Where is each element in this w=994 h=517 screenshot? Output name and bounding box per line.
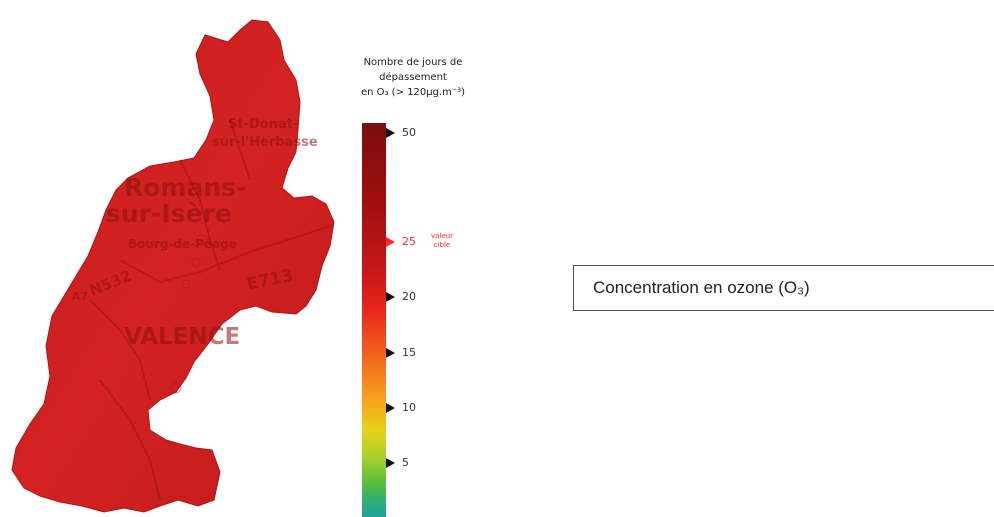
legend-title-line: en O₃ (> 120µg.m⁻³) xyxy=(360,87,466,98)
tick-label-50: 50 xyxy=(402,126,416,139)
tick-label-10: 10 xyxy=(402,401,416,414)
road-line xyxy=(229,119,251,181)
tick-marker-20 xyxy=(386,292,395,302)
roundabout-marker xyxy=(170,382,182,394)
tick-label-20: 20 xyxy=(402,290,416,303)
caption-box: Concentration en ozone (O₃) xyxy=(573,265,994,311)
town-label-st-donat: St-Donat- xyxy=(228,117,298,132)
roundabout-marker xyxy=(196,234,208,246)
town-label-herbasse: sur-l'Herbasse xyxy=(212,135,318,150)
color-scale-bar xyxy=(362,123,386,517)
roundabout-marker xyxy=(191,257,201,267)
target-note-line: valeur xyxy=(431,232,453,240)
tick-label-5: 5 xyxy=(402,456,409,469)
target-note-line: cible xyxy=(433,241,451,249)
tick-marker-25 xyxy=(386,237,395,247)
tick-marker-10 xyxy=(386,403,395,413)
tick-marker-15 xyxy=(386,348,395,358)
region-shape xyxy=(11,19,335,513)
legend-title: Nombre de jours de dépassement en O₃ (> … xyxy=(338,55,488,100)
legend-title-line: Nombre de jours de xyxy=(363,57,463,68)
legend-title-line: dépassement xyxy=(379,72,447,83)
town-label-romans: Romans- xyxy=(124,173,246,202)
road-line xyxy=(89,299,151,401)
tick-marker-5 xyxy=(386,458,395,468)
road-label-a7: A7 xyxy=(72,290,88,303)
town-label-sur-isere: sur-Isère xyxy=(106,199,232,228)
road-line xyxy=(119,225,331,284)
road-line xyxy=(99,379,161,501)
caption-text: Concentration en ozone (O₃) xyxy=(593,278,810,297)
town-label-valence: VALENCE xyxy=(124,324,240,350)
town-label-bourg-de-peage: Bourg-de-Péage xyxy=(128,237,237,251)
roundabout-marker xyxy=(181,279,191,289)
target-value-note: valeur cible xyxy=(422,232,462,250)
road-line xyxy=(179,159,221,271)
tick-marker-50 xyxy=(386,128,395,138)
tick-label-25: 25 xyxy=(402,235,416,248)
tick-label-15: 15 xyxy=(402,346,416,359)
